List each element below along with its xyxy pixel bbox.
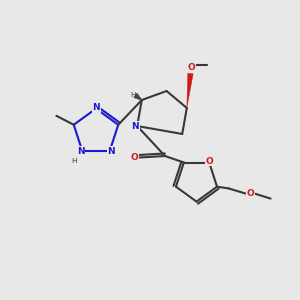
Text: O: O bbox=[130, 153, 138, 162]
Text: H: H bbox=[130, 92, 136, 98]
Text: O: O bbox=[247, 189, 255, 198]
Text: N: N bbox=[107, 147, 115, 156]
Text: N: N bbox=[77, 147, 85, 156]
Text: N: N bbox=[92, 103, 100, 112]
Text: O: O bbox=[187, 63, 195, 72]
Polygon shape bbox=[187, 73, 193, 108]
Text: H: H bbox=[71, 158, 76, 164]
Text: N: N bbox=[132, 122, 139, 130]
Text: O: O bbox=[205, 157, 213, 166]
